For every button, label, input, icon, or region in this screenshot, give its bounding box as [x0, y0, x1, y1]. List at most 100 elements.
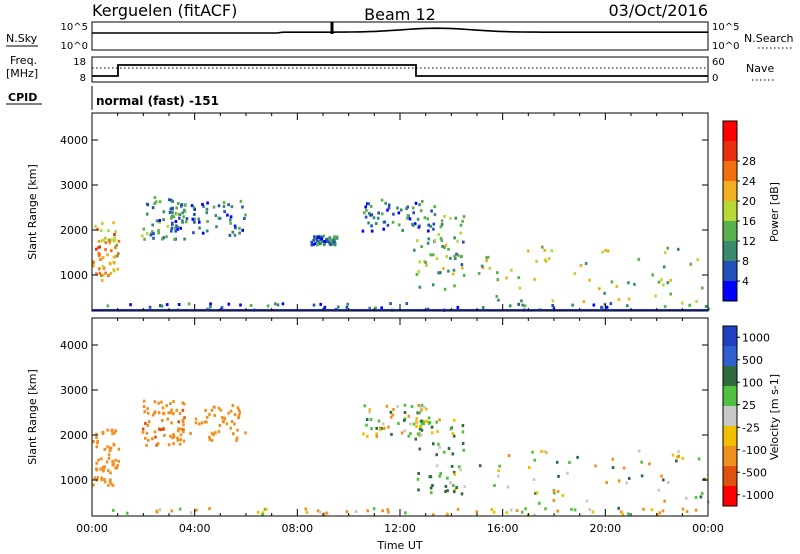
heatmap-cell: [451, 432, 455, 436]
heatmap-cell: [573, 272, 577, 276]
heatmap-cell: [96, 246, 100, 250]
heatmap-cell: [106, 445, 109, 449]
time-xlabel: Time UT: [376, 539, 422, 552]
heatmap-cell: [425, 264, 428, 267]
heatmap-cell: [109, 482, 113, 486]
heatmap-cell: [223, 417, 226, 421]
heatmap-cell: [345, 305, 349, 309]
heatmap-cell: [447, 269, 450, 273]
noise-panel-frame: [91, 21, 709, 51]
heatmap-cell: [111, 432, 114, 436]
heatmap-cell: [238, 410, 242, 414]
heatmap-cell: [428, 475, 432, 479]
heatmap-cell: [233, 422, 236, 426]
heatmap-cell: [515, 509, 519, 513]
heatmap-cell: [163, 433, 166, 437]
heatmap-cell: [178, 216, 181, 220]
heatmap-cell: [543, 248, 546, 252]
heatmap-cell: [417, 404, 420, 407]
heatmap-cell: [208, 413, 211, 417]
heatmap-cell: [660, 278, 663, 282]
heatmap-cell: [157, 401, 160, 405]
heatmap-cell: [201, 231, 205, 235]
colorbar-swatch: [723, 466, 737, 487]
heatmap-cell: [387, 203, 391, 207]
heatmap-cell: [182, 402, 186, 406]
power-ylabel: Slant Range [km]: [26, 164, 39, 260]
heatmap-cell: [420, 404, 424, 407]
heatmap-cell: [420, 408, 423, 412]
heatmap-cell: [166, 224, 170, 228]
heatmap-cell: [517, 302, 520, 306]
heatmap-cell: [392, 212, 395, 216]
heatmap-cell: [212, 205, 216, 209]
heatmap-cell: [182, 428, 185, 432]
heatmap-cell: [456, 253, 460, 257]
heatmap-cell: [416, 411, 420, 415]
heatmap-cell: [101, 465, 105, 469]
heatmap-cell: [689, 262, 692, 266]
heatmap-cell: [637, 257, 641, 261]
heatmap-cell: [107, 483, 110, 487]
heatmap-cell: [461, 219, 464, 223]
heatmap-cell: [114, 458, 117, 462]
colorbar-tick-label: -1000: [742, 489, 774, 502]
heatmap-cell: [237, 408, 241, 412]
heatmap-cell: [197, 217, 201, 221]
heatmap-cell: [615, 285, 619, 289]
heatmap-cell: [438, 445, 441, 449]
heatmap-cell: [661, 509, 665, 513]
heatmap-cell: [109, 478, 112, 482]
heatmap-cell: [179, 226, 182, 230]
heatmap-cell: [367, 202, 370, 206]
heatmap-cell: [383, 220, 387, 224]
colorbar-tick-label: 24: [742, 175, 756, 188]
heatmap-cell: [533, 277, 536, 281]
colorbar-tick-label: 20: [742, 195, 756, 208]
heatmap-cell: [150, 232, 154, 236]
power-y-ticks: 1000 2000 3000 4000: [60, 134, 708, 282]
heatmap-cell: [396, 206, 399, 210]
heatmap-cell: [102, 238, 105, 242]
heatmap-cell: [409, 422, 412, 426]
heatmap-cell: [190, 204, 194, 208]
heatmap-cell: [169, 434, 172, 438]
x-tick-label: 20:00: [589, 522, 621, 535]
heatmap-cell: [676, 455, 679, 459]
heatmap-cell: [427, 229, 430, 233]
heatmap-cell: [185, 217, 189, 221]
heatmap-cell: [380, 427, 383, 431]
heatmap-cell: [104, 241, 108, 245]
heatmap-cell: [170, 226, 174, 230]
heatmap-cell: [183, 237, 186, 241]
heatmap-cell: [208, 507, 211, 511]
heatmap-cell: [666, 281, 670, 285]
heatmap-cell: [667, 480, 670, 484]
freq-right-tick-top: 60: [712, 57, 725, 68]
heatmap-cell: [433, 239, 437, 243]
heatmap-cell: [95, 445, 99, 449]
heatmap-cell: [241, 228, 244, 232]
heatmap-cell: [171, 210, 174, 214]
heatmap-cell: [181, 211, 184, 215]
heatmap-cell: [159, 304, 162, 308]
heatmap-cell: [112, 508, 115, 512]
colorbar-frame: [722, 120, 738, 302]
heatmap-cell: [113, 269, 116, 273]
heatmap-cell: [168, 198, 171, 202]
heatmap-cell: [99, 467, 102, 471]
heatmap-cell: [320, 237, 323, 241]
heatmap-cell: [453, 472, 457, 476]
heatmap-cell: [505, 511, 509, 515]
heatmap-cell: [601, 250, 604, 254]
freq-left-label-bottom: [MHz]: [6, 67, 38, 80]
heatmap-cell: [316, 242, 319, 246]
heatmap-cell: [413, 248, 416, 252]
heatmap-cell: [144, 421, 147, 425]
heatmap-cell: [419, 209, 423, 213]
heatmap-cell: [594, 464, 597, 468]
heatmap-cell: [568, 461, 571, 464]
heatmap-cell: [650, 508, 654, 512]
colorbar-swatch: [723, 261, 737, 282]
heatmap-cell: [427, 223, 430, 227]
